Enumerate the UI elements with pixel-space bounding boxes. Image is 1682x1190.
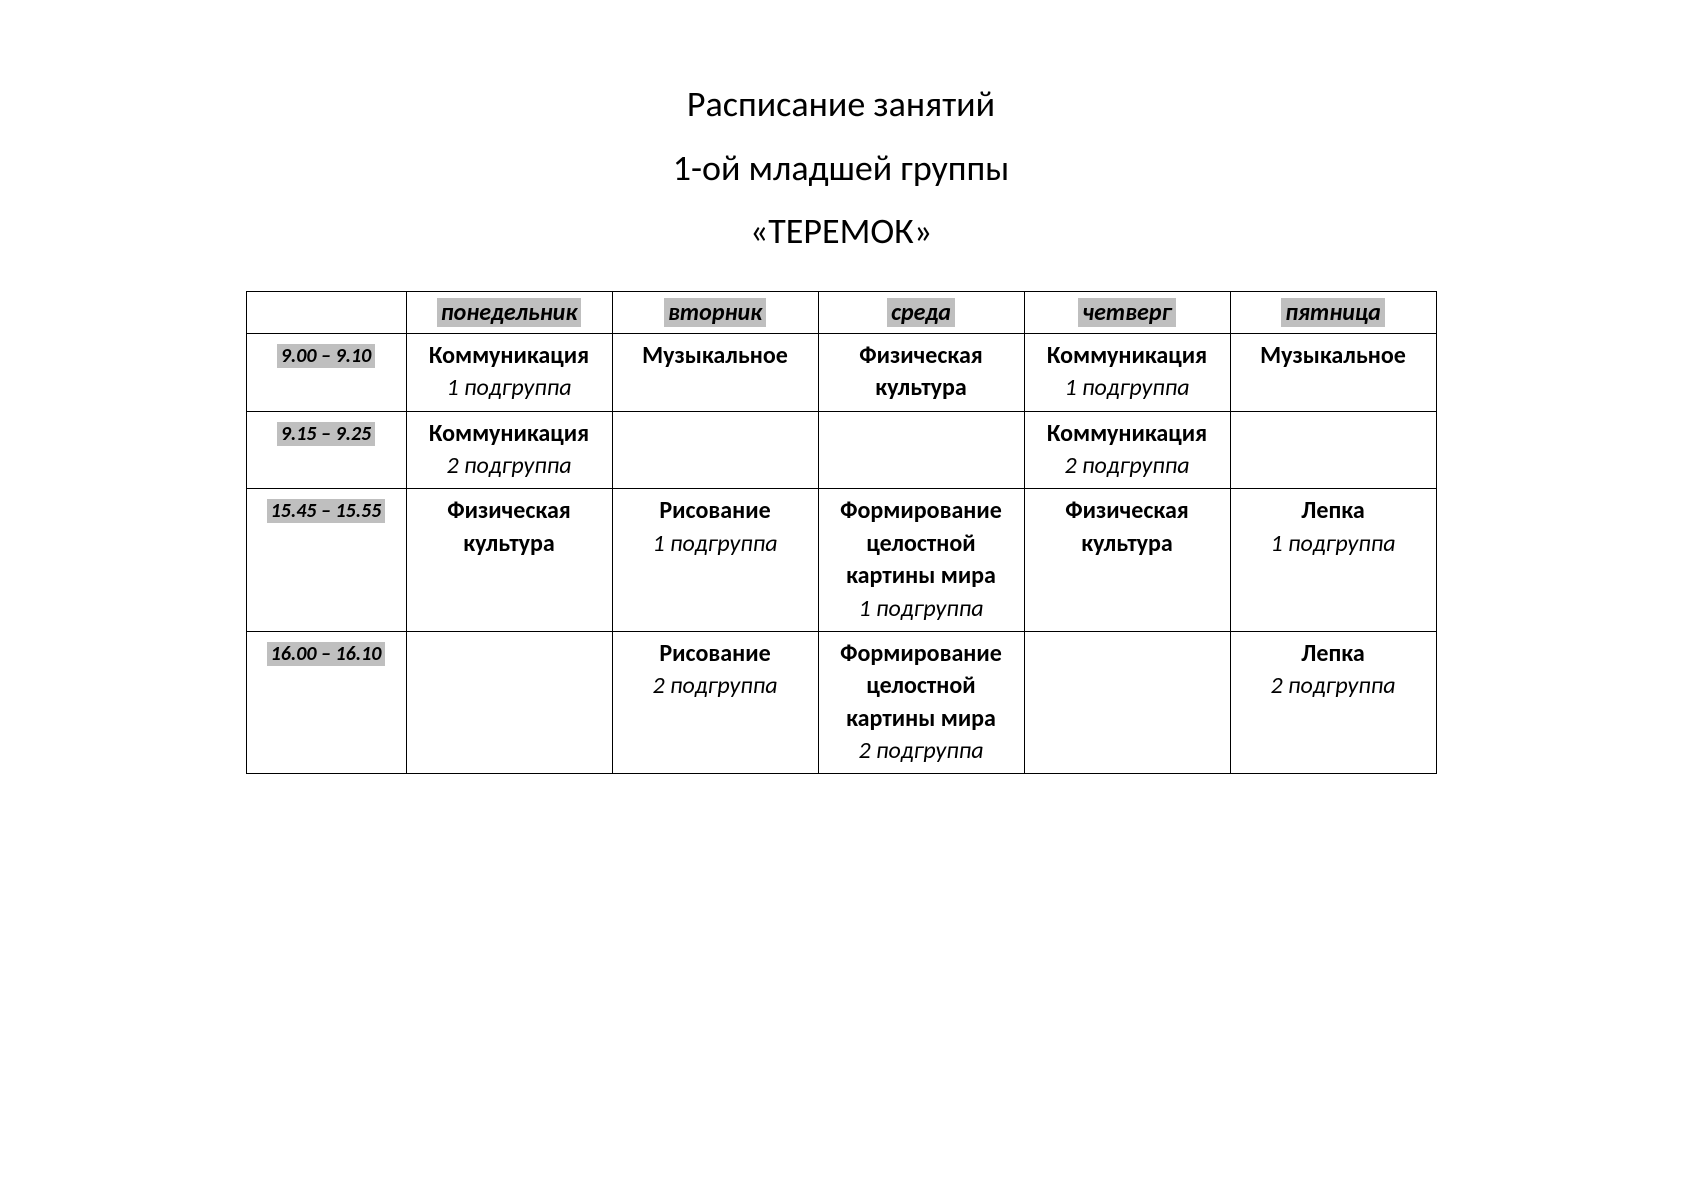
- activity-sub: 2 подгруппа: [1239, 670, 1428, 702]
- activity-sub: 2 подгруппа: [827, 735, 1016, 767]
- activity-cell: Коммуникация1 подгруппа: [406, 333, 612, 411]
- activity-cell: Коммуникация2 подгруппа: [406, 411, 612, 489]
- table-row: 16.00 – 16.10 Рисование2 подгруппа Форми…: [246, 631, 1436, 774]
- corner-cell: [246, 291, 406, 333]
- day-label: пятница: [1281, 298, 1385, 327]
- activity-main: Рисование: [621, 495, 810, 527]
- activity-sub: 1 подгруппа: [415, 372, 604, 404]
- activity-main: Коммуникация: [1033, 340, 1222, 372]
- header-row: понедельник вторник среда четверг пятниц…: [246, 291, 1436, 333]
- activity-cell: Формирование целостной картины мира2 под…: [818, 631, 1024, 774]
- time-cell: 15.45 – 15.55: [246, 489, 406, 632]
- day-header-wed: среда: [818, 291, 1024, 333]
- time-cell: 9.00 – 9.10: [246, 333, 406, 411]
- table-row: 15.45 – 15.55 Физическая культура Рисова…: [246, 489, 1436, 632]
- activity-sub: 2 подгруппа: [1033, 450, 1222, 482]
- title-block: Расписание занятий 1-ой младшей группы «…: [110, 76, 1572, 261]
- page: Расписание занятий 1-ой младшей группы «…: [0, 0, 1682, 1190]
- activity-main: Коммуникация: [415, 340, 604, 372]
- activity-cell: [406, 631, 612, 774]
- table-row: 9.15 – 9.25 Коммуникация2 подгруппа Комм…: [246, 411, 1436, 489]
- activity-main: Физическая культура: [827, 340, 1016, 405]
- activity-sub: 2 подгруппа: [621, 670, 810, 702]
- activity-sub: 1 подгруппа: [621, 528, 810, 560]
- activity-cell: Лепка2 подгруппа: [1230, 631, 1436, 774]
- activity-main: Физическая культура: [415, 495, 604, 560]
- activity-main: Музыкальное: [621, 340, 810, 372]
- title-line-2: 1-ой младшей группы: [110, 140, 1572, 198]
- activity-cell: Физическая культура: [406, 489, 612, 632]
- activity-main: Формирование целостной картины мира: [827, 495, 1016, 592]
- activity-main: Коммуникация: [415, 418, 604, 450]
- schedule-table: понедельник вторник среда четверг пятниц…: [246, 291, 1437, 775]
- time-cell: 9.15 – 9.25: [246, 411, 406, 489]
- time-label: 9.15 – 9.25: [277, 422, 376, 446]
- activity-cell: Музыкальное: [1230, 333, 1436, 411]
- activity-main: Лепка: [1239, 638, 1428, 670]
- activity-cell: Физическая культура: [1024, 489, 1230, 632]
- activity-main: Лепка: [1239, 495, 1428, 527]
- activity-cell: [1230, 411, 1436, 489]
- day-label: четверг: [1078, 298, 1175, 327]
- table-row: 9.00 – 9.10 Коммуникация1 подгруппа Музы…: [246, 333, 1436, 411]
- day-label: вторник: [664, 298, 766, 327]
- activity-cell: Музыкальное: [612, 333, 818, 411]
- day-label: понедельник: [437, 298, 581, 327]
- activity-sub: 1 подгруппа: [827, 593, 1016, 625]
- activity-cell: Рисование1 подгруппа: [612, 489, 818, 632]
- activity-cell: [612, 411, 818, 489]
- time-label: 9.00 – 9.10: [277, 344, 376, 368]
- day-header-tue: вторник: [612, 291, 818, 333]
- activity-cell: Рисование2 подгруппа: [612, 631, 818, 774]
- activity-main: Формирование целостной картины мира: [827, 638, 1016, 735]
- day-header-thu: четверг: [1024, 291, 1230, 333]
- title-line-1: Расписание занятий: [110, 76, 1572, 134]
- activity-sub: 1 подгруппа: [1033, 372, 1222, 404]
- activity-main: Музыкальное: [1239, 340, 1428, 372]
- day-header-fri: пятница: [1230, 291, 1436, 333]
- activity-cell: Коммуникация1 подгруппа: [1024, 333, 1230, 411]
- activity-cell: Физическая культура: [818, 333, 1024, 411]
- day-label: среда: [887, 298, 955, 327]
- time-label: 16.00 – 16.10: [267, 642, 386, 666]
- time-cell: 16.00 – 16.10: [246, 631, 406, 774]
- activity-main: Рисование: [621, 638, 810, 670]
- activity-cell: [1024, 631, 1230, 774]
- activity-cell: Формирование целостной картины мира1 под…: [818, 489, 1024, 632]
- activity-main: Коммуникация: [1033, 418, 1222, 450]
- day-header-mon: понедельник: [406, 291, 612, 333]
- time-label: 15.45 – 15.55: [267, 499, 386, 523]
- activity-cell: [818, 411, 1024, 489]
- activity-sub: 1 подгруппа: [1239, 528, 1428, 560]
- activity-cell: Лепка1 подгруппа: [1230, 489, 1436, 632]
- title-line-3: «ТЕРЕМОК»: [110, 203, 1572, 261]
- activity-cell: Коммуникация2 подгруппа: [1024, 411, 1230, 489]
- activity-main: Физическая культура: [1033, 495, 1222, 560]
- activity-sub: 2 подгруппа: [415, 450, 604, 482]
